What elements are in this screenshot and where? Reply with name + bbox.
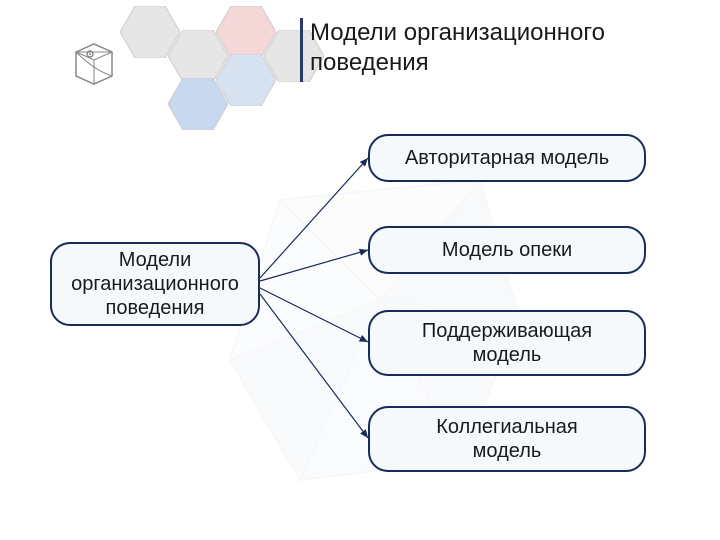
- diagram-node-root: Моделиорганизационногоповедения: [50, 242, 260, 326]
- diagram-node-n4: Коллегиальнаямодель: [368, 406, 646, 472]
- diagram-node-n3: Поддерживающаямодель: [368, 310, 646, 376]
- page-title: Модели организационногоповедения: [310, 18, 605, 78]
- diagram-node-n2: Модель опеки: [368, 226, 646, 274]
- diagram-node-n1: Авторитарная модель: [368, 134, 646, 182]
- logo-icon: [70, 40, 118, 88]
- node-label: Авторитарная модель: [405, 146, 609, 170]
- hexagon: [168, 78, 228, 130]
- node-label: Поддерживающаямодель: [422, 319, 592, 367]
- title-accent-bar: [300, 18, 303, 82]
- node-label: Модель опеки: [442, 238, 572, 262]
- node-label: Коллегиальнаямодель: [436, 415, 577, 463]
- node-label: Моделиорганизационногоповедения: [71, 248, 239, 320]
